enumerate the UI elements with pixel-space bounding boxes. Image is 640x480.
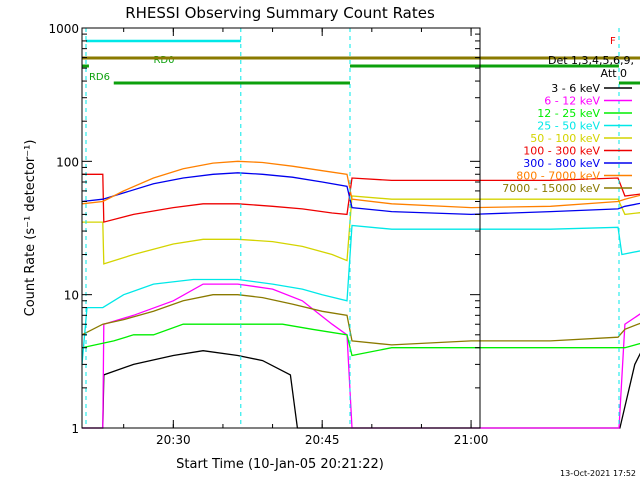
flag-label-0: RD0 <box>153 55 174 66</box>
y-tick-label-1: 10 <box>64 289 79 303</box>
y-tick-label-0: 1 <box>71 422 79 436</box>
legend-header-line-0: Det 1,3,4,5,6,9, <box>548 54 634 67</box>
series-layer <box>81 160 640 429</box>
legend-header-line-1: Att 0 <box>601 67 627 80</box>
legend-entry-1: 6 - 12 keV <box>544 95 600 108</box>
legend-entry-8: 7000 - 15000 keV <box>502 182 600 195</box>
series-line-7 <box>81 160 640 209</box>
legend-entry-6: 300 - 800 keV <box>523 157 600 170</box>
x-tick-label-2: 21:00 <box>454 433 489 447</box>
y-axis-label: Count Rate (s⁻¹ detector⁻¹) <box>23 140 38 317</box>
x-tick-label-0: 20:30 <box>156 433 191 447</box>
series-line-6 <box>81 172 640 216</box>
plot-frame <box>81 27 481 429</box>
legend-entry-5: 100 - 300 keV <box>523 145 600 158</box>
series-line-0 <box>82 350 640 429</box>
series-line-1 <box>82 283 640 429</box>
legend-entry-4: 50 - 100 keV <box>530 132 600 145</box>
series-line-4 <box>82 195 640 265</box>
axis-layer: 20:30 20:45 21:00 1 10 100 1000 <box>48 22 488 447</box>
x-axis-label: Start Time (10-Jan-05 20:21:22) <box>176 457 384 472</box>
legend-entry-2: 12 - 25 keV <box>537 107 600 120</box>
legend-entry-3: 25 - 50 keV <box>537 120 600 133</box>
marker-layer <box>85 28 620 428</box>
legend-entry-7: 800 - 7000 keV <box>516 170 600 183</box>
legend-entry-0: 3 - 6 keV <box>551 82 600 95</box>
series-line-2 <box>81 323 640 357</box>
series-line-3 <box>81 224 640 365</box>
series-line-8 <box>81 294 640 346</box>
flag-layer: RD0RD6FFD1FD2 <box>82 36 640 85</box>
y-tick-label-3: 1000 <box>48 22 79 36</box>
y-tick-label-2: 100 <box>56 155 79 169</box>
timestamp-label: 13-Oct-2021 17:52 <box>560 469 636 478</box>
x-tick-label-1: 20:45 <box>305 433 340 447</box>
series-line-5 <box>82 173 640 223</box>
flag-label-1: RD6 <box>89 72 110 83</box>
chart-title: RHESSI Observing Summary Count Rates <box>125 4 435 22</box>
flag-label-2: F <box>610 36 616 47</box>
